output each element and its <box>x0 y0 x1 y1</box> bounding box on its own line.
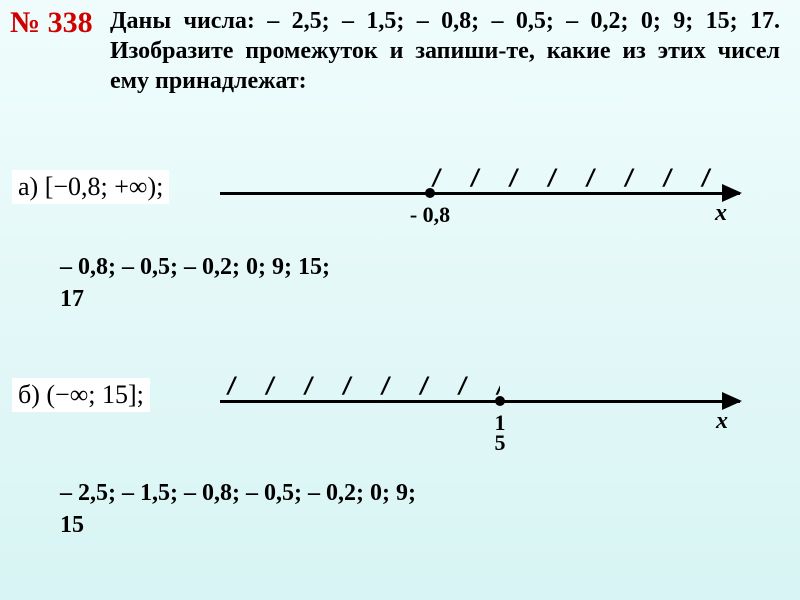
point-a-label: - 0,8 <box>410 202 450 228</box>
problem-number: № 338 <box>10 6 93 40</box>
hatching-b: / / / / / / / / / / / <box>225 374 500 400</box>
problem-text: Даны числа: – 2,5; – 1,5; – 0,8; – 0,5; … <box>110 6 780 96</box>
number-line-a: / / / / / / / / / / / / - 0,8 х <box>220 162 740 232</box>
answer-b-line2: 15 <box>60 512 760 539</box>
x-axis-label-a: х <box>715 200 727 227</box>
point-a <box>425 188 435 198</box>
x-axis-label-b: х <box>716 408 728 435</box>
part-a-label: а) [−0,8; +∞); <box>12 170 169 204</box>
answer-a-line1: – 0,8; – 0,5; – 0,2; 0; 9; 15; <box>60 254 760 281</box>
axis-line <box>220 400 740 403</box>
answer-b-line1: – 2,5; – 1,5; – 0,8; – 0,5; – 0,2; 0; 9; <box>60 480 760 507</box>
answer-a-line2: 17 <box>60 286 760 313</box>
point-b-label-2: 5 <box>495 430 506 456</box>
number-line-b: / / / / / / / / / / / 1 5 х <box>220 370 740 440</box>
point-b <box>495 396 505 406</box>
hatching-a: / / / / / / / / / / / / <box>430 166 715 192</box>
part-b-label: б) (−∞; 15]; <box>12 378 150 412</box>
axis-line <box>220 192 740 195</box>
